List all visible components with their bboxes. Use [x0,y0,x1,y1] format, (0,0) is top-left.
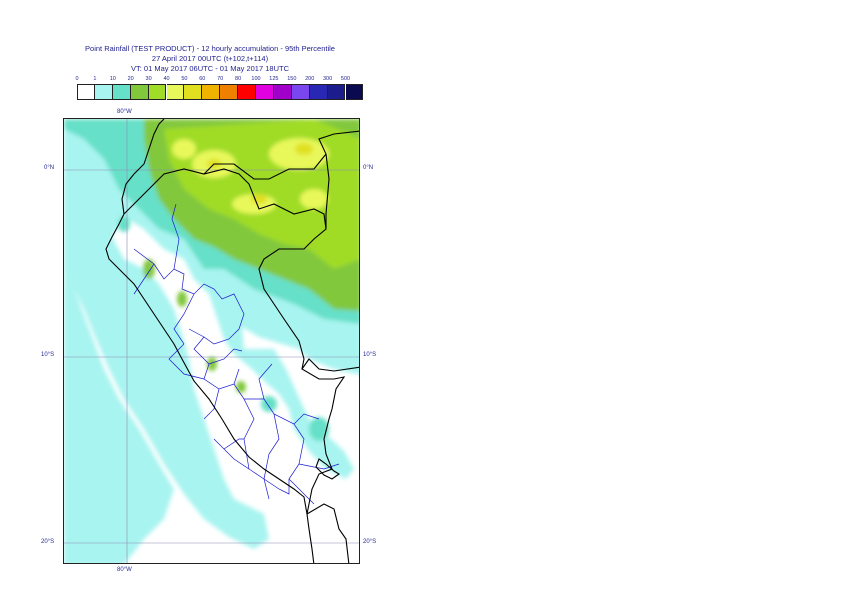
andes-spot-b [177,291,187,307]
legend-swatch [238,84,256,100]
lon-label-bottom: 80°W [117,567,132,573]
legend-swatch [77,84,95,100]
colombia-border [203,130,359,180]
chile-coast [306,513,315,563]
lat-label-left-0: 0°N [44,165,55,171]
legend-tick-label: 200 [305,76,315,82]
rain-spot-a [251,194,267,204]
lon-label-top: 80°W [117,109,132,115]
legend-swatch [309,84,328,100]
rainfall-map [64,119,359,563]
legend-swatch [220,84,239,100]
andes-spot-c [207,357,217,371]
rain-blob-d [300,189,328,209]
lake-titicaca [315,458,341,480]
lat-label-right-20: 20°S [363,539,377,545]
chile-border [306,503,350,563]
legend-swatch [273,84,292,100]
legend-tick-label: 80 [235,76,242,82]
legend-tick-label: 150 [287,76,297,82]
legend-tick-label: 40 [163,76,170,82]
andes-spot-a [143,259,155,279]
brazil-border [325,153,330,229]
rain-field-ocean [64,279,174,563]
lat-label-right-0: 0°N [363,165,374,171]
andes-spot-e [261,396,277,412]
lat-label-left-10: 10°S [41,352,55,358]
legend-tick-label: 70 [217,76,224,82]
legend-tick-label: 50 [181,76,188,82]
legend-swatch [256,84,274,100]
rain-blob-b [269,138,329,170]
bolivia-border [301,358,359,372]
andes-spot-d [236,381,246,393]
coast-spot [118,216,130,232]
legend-tick-label: 0 [75,76,79,82]
legend-swatch [130,84,149,100]
peru-east-border [123,168,346,515]
legend-swatch [327,84,346,100]
legend-swatch [112,84,131,100]
base-time: 27 April 2017 00UTC (t+102,t+114) [151,54,269,63]
legend-tick-label: 100 [251,76,261,82]
peru-coastline [105,213,308,515]
legend-tick-label: 20 [127,76,134,82]
lat-label-left-20: 20°S [41,539,55,545]
legend-swatch [291,84,310,100]
legend-tick-label: 60 [199,76,206,82]
legend-tick-label: 300 [323,76,333,82]
andes-spot-f [309,417,329,441]
legend-swatch [94,84,113,100]
valid-time: VT: 01 May 2017 06UTC - 01 May 2017 18UT… [131,64,289,73]
legend-tick-label: 500 [340,76,351,82]
admin-boundaries [133,203,340,505]
ecuador-outline [121,119,165,215]
legend-swatch [148,84,167,100]
lat-label-right-10: 10°S [363,352,377,358]
legend-tick-label: 10 [109,76,116,82]
map-title: Point Rainfall (TEST PRODUCT) - 12 hourl… [85,44,335,53]
rain-spot-b [295,143,313,155]
legend-swatch [166,84,185,100]
legend-tick-label: 125 [269,76,279,82]
rain-blob-e [172,139,196,159]
legend-swatch [345,84,364,100]
map-panel [63,118,360,564]
legend-tick-label: 30 [145,76,152,82]
legend-swatch [184,84,203,100]
legend-swatch [202,84,221,100]
legend-tick-label: 1 [93,76,97,82]
